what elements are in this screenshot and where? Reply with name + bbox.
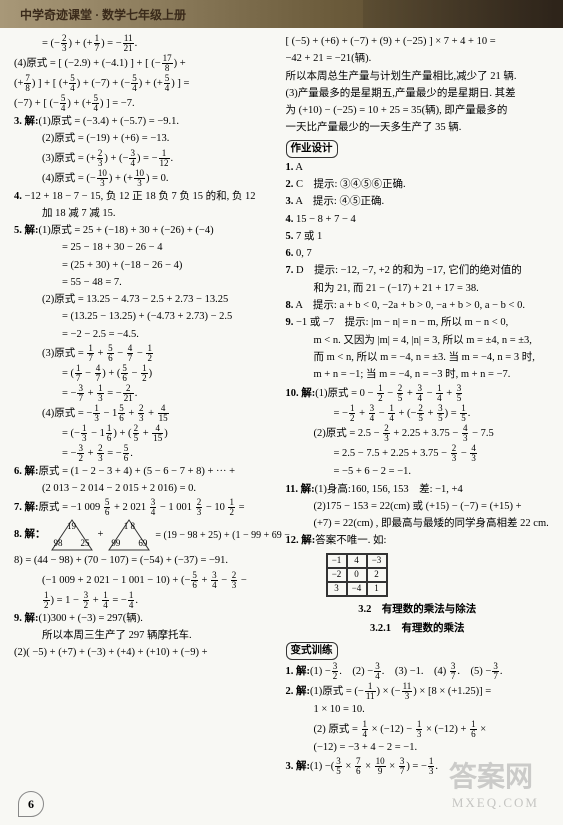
- grid-cell: −3: [367, 554, 387, 568]
- text-line: = (−13 − 116) + (25 + 415): [14, 424, 278, 443]
- problem-8-row: 8. 解：199825+1 89969= (19 − 98 + 25) + (1…: [14, 518, 278, 552]
- text-line: (3)原式 = (+23) + (−34) = −112.: [14, 149, 278, 168]
- section-box-homework: 作业设计: [286, 140, 338, 158]
- section-title-32: 3.2 有理数的乘法与除法: [286, 602, 550, 618]
- text-line: 7. 解:原式 = −1 009 56 + 2 021 34 − 1 001 2…: [14, 498, 278, 517]
- text-line: 一天比产量最少的一天多生产了 35 辆.: [286, 120, 550, 136]
- text-line: 4. −12 + 18 − 7 − 15, 负 12 正 18 负 7 负 15…: [14, 189, 278, 205]
- text-line: 加 18 减 7 减 15.: [14, 206, 278, 222]
- text-line: 3. 解:(1) −(35 × 76 × 109 × 37) = −13.: [286, 757, 550, 776]
- text-line: 而 m < n, 所以 m = −4, n = ±3. 当 m = −4, n …: [286, 350, 550, 366]
- text-line: = −37 + 13 = −221.: [14, 384, 278, 403]
- text-line: = (25 + 30) + (−18 − 26 − 4): [14, 258, 278, 274]
- text-line: = −32 + 23 = −56.: [14, 444, 278, 463]
- text-line: 所以本周三生产了 297 辆摩托车.: [14, 628, 278, 644]
- text-line: 8. A 提示: a + b < 0, −2a + b > 0, −a + b …: [286, 298, 550, 314]
- grid-cell: 1: [367, 582, 387, 596]
- text-line: (+7) = 22(cm) , 即最高与最矮的同学身高相差 22 cm.: [286, 516, 550, 532]
- text-line: m < n. 又因为 |m| = 4, |n| = 3, 所以 m = ±4, …: [286, 333, 550, 349]
- watermark-sub: MXEQ.COM: [452, 795, 539, 811]
- triangle-figure: 199825: [50, 518, 94, 552]
- text-line: 为 (+10) − (−25) = 10 + 25 = 35(辆), 即产量最多…: [286, 103, 550, 119]
- text-line: m + n = −1; 当 m = −4, n = −3 时, m + n = …: [286, 367, 550, 383]
- text-line: (3)产量最多的是星期五,产量最少的是星期日. 其差: [286, 86, 550, 102]
- text-line: 12. 解:答案不唯一. 如:: [286, 533, 550, 549]
- text-line: = −2 − 2.5 = −4.5.: [14, 327, 278, 343]
- grid-cell: 0: [347, 568, 367, 582]
- triangle-figure: 1 89969: [107, 518, 151, 552]
- text-line: (2)原式 = 2.5 − 23 + 2.25 + 3.75 − 43 − 7.…: [286, 424, 550, 443]
- grid-cell: 3: [327, 582, 347, 596]
- left-column: = (−23) + (+17) = −1121.(4)原式 = [ (−2.9)…: [10, 34, 282, 788]
- text-line: = −12 + 34 − 14 + (−25 + 35) = 15.: [286, 404, 550, 423]
- text-line: = 25 − 18 + 30 − 26 − 4: [14, 240, 278, 256]
- grid-cell: −4: [347, 582, 367, 596]
- text-line: = −5 + 6 − 2 = −1.: [286, 464, 550, 480]
- page-header: 中学奇迹课堂 · 数学七年级上册: [0, 0, 563, 28]
- text-line: 11. 解:(1)身高:160, 156, 153 差: −1, +4: [286, 482, 550, 498]
- text-line: = (−23) + (+17) = −1121.: [14, 34, 278, 53]
- text-line: (2)原式 = (−19) + (+6) = −13.: [14, 131, 278, 147]
- right-column: [ (−5) + (+6) + (−7) + (9) + (−25) ] × 7…: [282, 34, 554, 788]
- text-line: = (17 − 47) + (56 − 12): [14, 364, 278, 383]
- text-line: = 2.5 − 7.5 + 2.25 + 3.75 − 23 − 43: [286, 444, 550, 463]
- magic-square: −14−3 −202 3−41: [326, 553, 388, 597]
- text-line: −42 + 21 = −21(辆).: [286, 51, 550, 67]
- text-line: 7. D 提示: −12, −7, +2 的和为 −17, 它们的绝对值的: [286, 263, 550, 279]
- text-line: 2. C 提示: ③④⑤⑥正确.: [286, 177, 550, 193]
- text-line: 8) = (44 − 98) + (70 − 107) = (−54) + (−…: [14, 553, 278, 569]
- text-line: 5. 7 或 1: [286, 229, 550, 245]
- text-line: 3. A 提示: ④⑤正确.: [286, 194, 550, 210]
- text-line: (+78) ] + [ (+54) + (−7) + (−54) + (+54)…: [14, 74, 278, 93]
- text-line: 9. 解:(1)300 + (−3) = 297(辆).: [14, 611, 278, 627]
- text-line: 和为 21, 而 21 − (−17) + 21 + 17 = 38.: [286, 281, 550, 297]
- grid-cell: −2: [327, 568, 347, 582]
- text-line: 1 × 10 = 10.: [286, 702, 550, 718]
- text-line: (2)175 − 153 = 22(cm) 或 (+15) − (−7) = (…: [286, 499, 550, 515]
- text-line: (−7) + [ (−54) + (+54) ] = −7.: [14, 94, 278, 113]
- text-line: 1. 解:(1) −32. (2) −34. (3) −1. (4) 37. (…: [286, 662, 550, 681]
- text-line: 12) = 1 − 32 + 14 = −14.: [14, 591, 278, 610]
- grid-cell: 2: [367, 568, 387, 582]
- header-title: 中学奇迹课堂 · 数学七年级上册: [20, 6, 186, 23]
- page-number: 6: [18, 791, 44, 817]
- section-title-321: 3.2.1 有理数的乘法: [286, 621, 550, 637]
- content-area: = (−23) + (+17) = −1121.(4)原式 = [ (−2.9)…: [0, 28, 563, 788]
- text-line: (4)原式 = (−103) + (+103) = 0.: [14, 169, 278, 188]
- text-line: 6. 解:原式 = (1 − 2 − 3 + 4) + (5 − 6 − 7 +…: [14, 464, 278, 480]
- text-line: (2 013 − 2 014 − 2 015 + 2 016) = 0.: [14, 481, 278, 497]
- text-line: [ (−5) + (+6) + (−7) + (9) + (−25) ] × 7…: [286, 34, 550, 50]
- text-line: 10. 解:(1)原式 = 0 − 12 − 25 + 34 − 14 + 35: [286, 384, 550, 403]
- text-line: 2. 解:(1)原式 = (−111) × (−113) × [8 × (+1.…: [286, 682, 550, 701]
- text-line: 6. 0, 7: [286, 246, 550, 262]
- text-line: (2)( −5) + (+7) + (−3) + (+4) + (+10) + …: [14, 645, 278, 661]
- text-line: 9. −1 或 −7 提示: |m − n| = n − m, 所以 m − n…: [286, 315, 550, 331]
- grid-cell: −1: [327, 554, 347, 568]
- text-line: (2)原式 = 13.25 − 4.73 − 2.5 + 2.73 − 13.2…: [14, 292, 278, 308]
- text-line: 5. 解:(1)原式 = 25 + (−18) + 30 + (−26) + (…: [14, 223, 278, 239]
- text-line: 3. 解:(1)原式 = (−3.4) + (−5.7) = −9.1.: [14, 114, 278, 130]
- text-line: 4. 15 − 8 + 7 − 4: [286, 212, 550, 228]
- text-line: (−1 009 + 2 021 − 1 001 − 10) + (−56 + 3…: [14, 571, 278, 590]
- text-line: 1. A: [286, 160, 550, 176]
- text-line: (4)原式 = −13 − 156 + 23 + 415: [14, 404, 278, 423]
- section-box-variant: 变式训练: [286, 642, 338, 660]
- text-line: (4)原式 = [ (−2.9) + (−4.1) ] + [ (−178) +: [14, 54, 278, 73]
- text-line: (3)原式 = 17 + 56 − 47 − 12: [14, 344, 278, 363]
- text-line: (2) 原式 = 14 × (−12) − 13 × (−12) + 16 ×: [286, 720, 550, 739]
- text-line: = (13.25 − 13.25) + (−4.73 + 2.73) − 2.5: [14, 309, 278, 325]
- grid-cell: 4: [347, 554, 367, 568]
- text-line: 所以本周总生产量与计划生产量相比,减少了 21 辆.: [286, 69, 550, 85]
- text-line: = 55 − 48 = 7.: [14, 275, 278, 291]
- text-line: (−12) = −3 + 4 − 2 = −1.: [286, 740, 550, 756]
